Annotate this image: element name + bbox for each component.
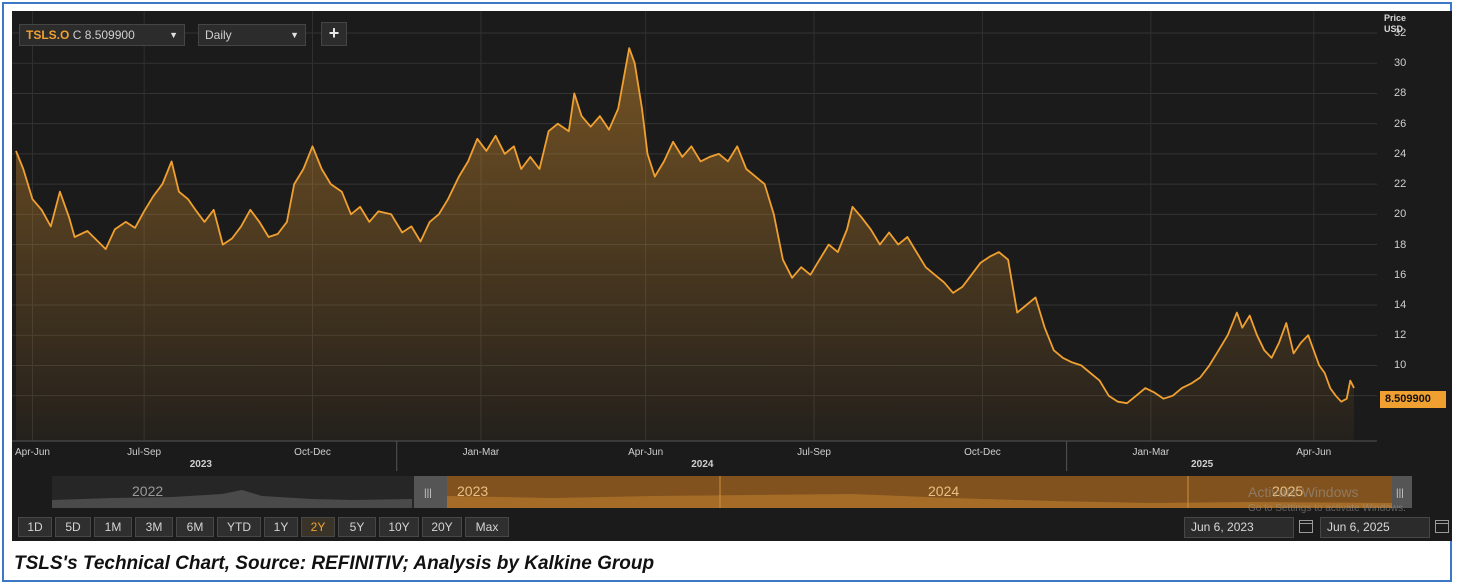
range-navigator[interactable]: ||| ||| 2022 2023 2024 2025: [52, 476, 1412, 508]
navigator-year-label: 2024: [928, 483, 960, 499]
svg-text:|||: |||: [1396, 488, 1404, 499]
x-year-label: 2023: [189, 459, 212, 470]
y-tick-label: 28: [1394, 87, 1407, 100]
x-tick-label: Oct-Dec: [294, 447, 331, 458]
price-line: [15, 47, 1355, 405]
x-tick-label: Oct-Dec: [964, 447, 1001, 458]
y-tick-label: 18: [1394, 238, 1407, 251]
y-tick-label: 16: [1394, 268, 1407, 281]
y-tick-label: 20: [1394, 208, 1407, 221]
y-tick-label: 30: [1394, 57, 1407, 70]
range-button-2y[interactable]: 2Y: [301, 517, 335, 537]
y-tick-label: 22: [1394, 178, 1407, 191]
range-button-1d[interactable]: 1D: [18, 517, 52, 537]
y-tick-label: 10: [1394, 359, 1407, 372]
navigator-year-label: 2023: [457, 483, 489, 499]
y-axis-title: Price: [1384, 13, 1407, 23]
range-button-5d[interactable]: 5D: [55, 517, 91, 537]
navigator-right-handle[interactable]: [1392, 476, 1412, 508]
interval-value: Daily: [205, 28, 232, 42]
instrument-selector[interactable]: TSLS.O C 8.509900 ▼: [19, 24, 185, 46]
date-to-field[interactable]: Jun 6, 2025: [1320, 517, 1449, 538]
price-chart: [12, 11, 1377, 471]
range-button-5y[interactable]: 5Y: [338, 517, 376, 537]
close-price-label: C 8.509900: [72, 28, 135, 42]
navigator-year-label: 2022: [132, 483, 164, 499]
y-tick-label: 24: [1394, 147, 1407, 160]
range-button-10y[interactable]: 10Y: [379, 517, 419, 537]
x-tick-label: Jul-Sep: [127, 447, 162, 458]
y-axis-currency: USD: [1384, 24, 1404, 34]
add-button[interactable]: +: [321, 22, 347, 46]
range-button-1m[interactable]: 1M: [94, 517, 132, 537]
range-button-1y[interactable]: 1Y: [264, 517, 298, 537]
range-button-6m[interactable]: 6M: [176, 517, 214, 537]
navigator-svg: ||| |||: [52, 476, 1412, 508]
x-tick-label: Apr-Jun: [628, 447, 664, 458]
range-button-ytd[interactable]: YTD: [217, 517, 261, 537]
x-tick-label: Apr-Jun: [1296, 447, 1332, 458]
price-area-fill: [16, 48, 1354, 441]
watermark-subtitle: Go to Settings to activate Windows.: [1248, 503, 1406, 514]
y-tick-label: 32: [1394, 27, 1407, 39]
y-tick-label: 26: [1394, 117, 1407, 130]
calendar-icon[interactable]: [1299, 520, 1313, 533]
navigator-left-handle[interactable]: [414, 476, 447, 508]
figure-caption: TSLS's Technical Chart, Source: REFINITI…: [14, 553, 655, 574]
y-tick-label: 12: [1394, 329, 1407, 342]
date-to-value: Jun 6, 2025: [1327, 520, 1390, 534]
range-button-20y[interactable]: 20Y: [422, 517, 462, 537]
navigator-year-label: 2025: [1272, 483, 1304, 499]
chevron-down-icon: ▼: [169, 30, 178, 40]
interval-selector[interactable]: Daily ▼: [198, 24, 306, 46]
watermark-title: Activate Windows: [1248, 484, 1359, 500]
x-tick-label: Jan-Mar: [462, 447, 500, 458]
x-tick-label: Apr-Jun: [14, 447, 50, 458]
range-button-3m[interactable]: 3M: [135, 517, 173, 537]
y-tick-label: 14: [1394, 299, 1407, 311]
last-price-tag: 8.509900: [1380, 391, 1446, 408]
x-year-label: 2024: [691, 459, 714, 470]
range-button-max[interactable]: Max: [465, 517, 509, 537]
svg-text:|||: |||: [424, 488, 432, 499]
ric-code: TSLS.O: [26, 28, 70, 42]
x-tick-label: Jan-Mar: [1132, 447, 1170, 458]
calendar-icon[interactable]: [1435, 520, 1449, 533]
chart-panel: TSLS.O C 8.509900 ▼ Daily ▼ + Price USD …: [12, 11, 1452, 541]
chevron-down-icon: ▼: [290, 30, 299, 40]
x-tick-label: Jul-Sep: [797, 447, 831, 458]
date-from-value: Jun 6, 2023: [1191, 520, 1254, 534]
y-axis-header: Price USD: [1384, 13, 1406, 35]
x-year-label: 2025: [1190, 459, 1214, 470]
date-from-field[interactable]: Jun 6, 2023: [1184, 517, 1313, 538]
